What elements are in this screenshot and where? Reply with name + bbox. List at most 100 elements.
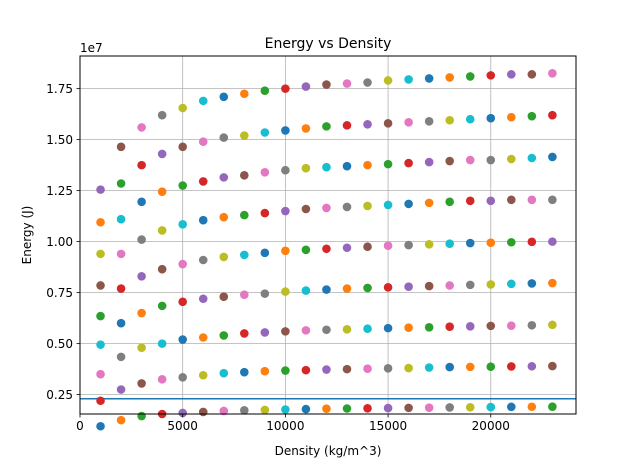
data-point: [342, 202, 352, 212]
data-point: [281, 327, 290, 336]
data-point: [383, 200, 393, 210]
data-point: [342, 404, 352, 413]
data-point: [486, 402, 496, 412]
data-point: [363, 403, 372, 413]
data-point: [137, 197, 146, 207]
data-point: [260, 328, 270, 337]
data-point: [363, 364, 372, 374]
data-point: [465, 196, 475, 206]
data-point: [465, 321, 475, 331]
data-point: [465, 362, 475, 372]
data-point: [465, 114, 475, 124]
data-point: [116, 142, 126, 152]
data-point: [240, 250, 249, 260]
data-point: [527, 153, 537, 163]
data-point: [342, 79, 352, 88]
data-point: [548, 278, 557, 288]
data-point: [383, 119, 393, 128]
x-tick-label: 20000: [472, 419, 510, 433]
data-point: [465, 402, 475, 412]
data-point: [445, 115, 454, 125]
data-point: [240, 171, 249, 180]
data-point: [404, 282, 413, 292]
data-point: [219, 368, 229, 378]
data-point: [96, 421, 105, 431]
data-point: [465, 280, 475, 290]
data-point: [219, 133, 229, 142]
data-point: [548, 237, 557, 246]
data-point: [157, 187, 167, 196]
data-point: [198, 137, 208, 146]
data-point: [445, 281, 454, 290]
data-point: [157, 149, 167, 159]
data-point: [507, 70, 516, 79]
data-point: [240, 89, 249, 99]
data-point: [322, 244, 331, 254]
data-points-layer: [96, 69, 557, 431]
data-point: [178, 372, 187, 382]
data-point: [240, 329, 249, 338]
data-point: [219, 212, 229, 222]
data-point: [548, 152, 557, 162]
data-point: [281, 126, 290, 135]
data-point: [116, 179, 126, 188]
data-point: [342, 364, 352, 374]
x-tick-label: 10000: [266, 419, 304, 433]
data-point: [404, 363, 413, 373]
data-point: [116, 352, 126, 362]
data-point: [137, 160, 146, 170]
data-point: [281, 366, 290, 375]
data-point: [178, 103, 187, 113]
data-point: [137, 235, 146, 244]
data-point: [157, 339, 167, 348]
data-point: [322, 162, 331, 172]
data-point: [116, 214, 126, 224]
data-point: [445, 156, 454, 166]
data-point: [178, 408, 187, 418]
data-point: [363, 201, 372, 211]
data-point: [363, 283, 372, 293]
data-point: [486, 196, 496, 206]
data-point: [527, 237, 537, 247]
data-point: [363, 160, 372, 170]
data-point: [281, 246, 290, 256]
data-point: [157, 301, 167, 311]
y-tick-label: 1.50: [46, 133, 73, 147]
data-point: [301, 326, 311, 335]
data-point: [507, 237, 516, 247]
data-point: [527, 70, 537, 79]
data-point: [137, 272, 146, 281]
y-axis-label: Energy (J): [20, 206, 34, 265]
data-point: [404, 117, 413, 127]
data-point: [342, 325, 352, 334]
data-point: [404, 158, 413, 168]
data-point: [178, 259, 187, 269]
data-point: [96, 340, 105, 349]
data-point: [260, 366, 270, 376]
data-point: [137, 343, 146, 353]
data-point: [178, 297, 187, 307]
data-point: [322, 285, 331, 294]
data-point: [486, 321, 496, 331]
data-point: [219, 173, 229, 182]
grid-layer: [79, 56, 576, 414]
data-point: [424, 239, 434, 249]
data-point: [322, 203, 331, 213]
data-point: [240, 131, 249, 140]
data-point: [219, 92, 229, 102]
data-point: [301, 204, 311, 214]
data-point: [240, 210, 249, 220]
data-point: [96, 369, 105, 379]
data-point: [96, 311, 105, 321]
data-point: [178, 142, 187, 152]
data-point: [383, 159, 393, 169]
data-point: [281, 287, 290, 296]
data-point: [281, 84, 290, 93]
data-point: [424, 198, 434, 208]
data-point: [424, 281, 434, 291]
data-point: [116, 249, 126, 259]
data-point: [486, 113, 496, 123]
data-point: [219, 331, 229, 340]
x-tick-label: 0: [76, 419, 84, 433]
